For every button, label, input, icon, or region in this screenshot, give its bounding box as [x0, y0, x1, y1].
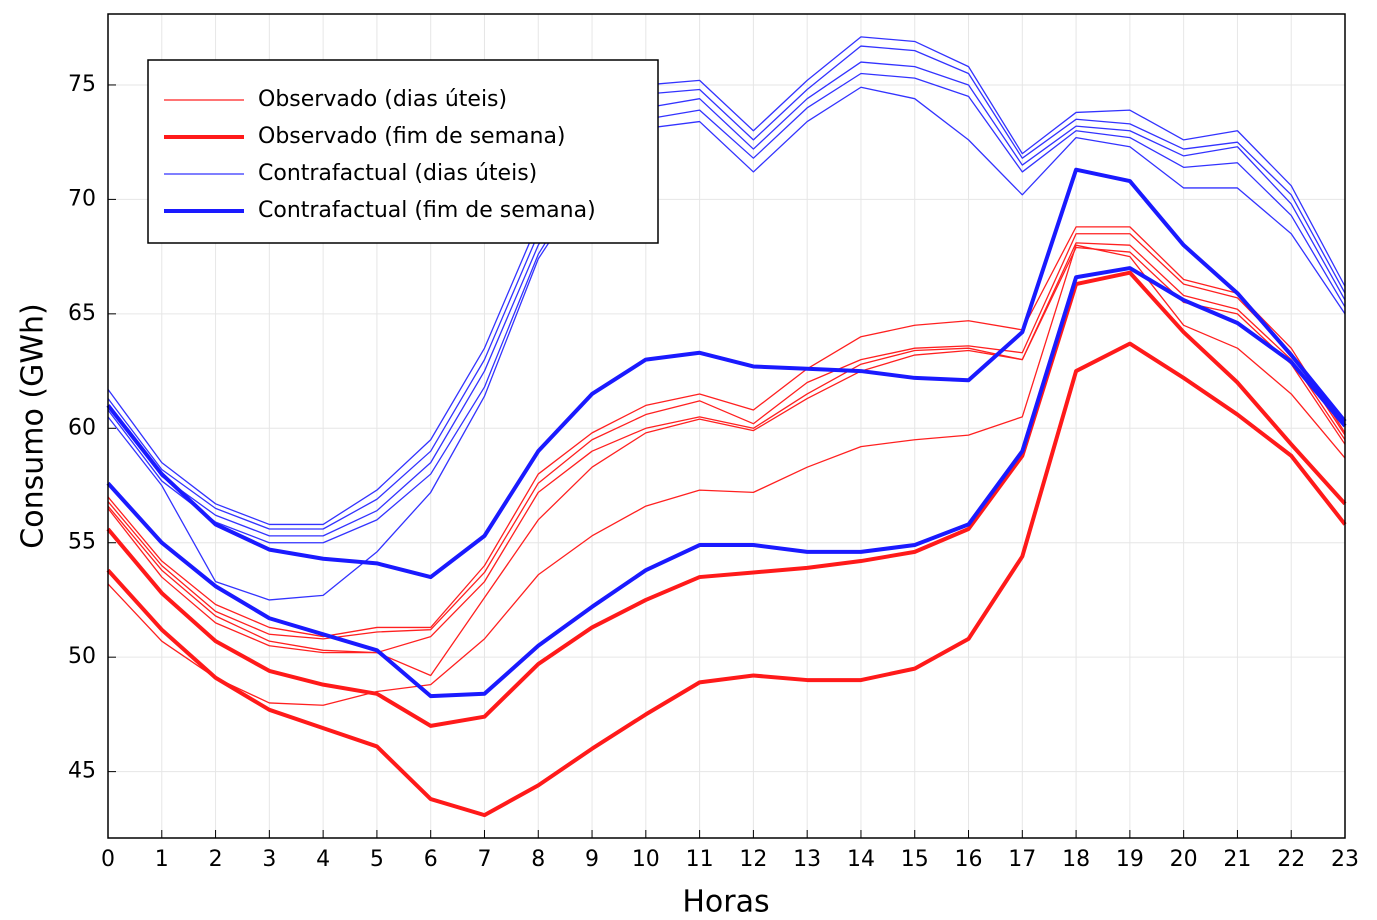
- series-line: [106, 270, 1347, 728]
- x-tick-label: 16: [955, 847, 983, 872]
- x-tick-label: 23: [1331, 847, 1359, 872]
- legend-label: Contrafactual (fim de semana): [258, 198, 596, 223]
- legend-label: Observado (fim de semana): [258, 124, 566, 149]
- series-line: [107, 246, 1346, 677]
- series-line: [107, 86, 1346, 601]
- x-tick-label: 17: [1008, 847, 1036, 872]
- y-axis-label: Consumo (GWh): [16, 303, 51, 548]
- x-tick-label: 12: [739, 847, 767, 872]
- series-line: [106, 341, 1347, 818]
- x-tick-label: 21: [1223, 847, 1251, 872]
- x-tick-label: 19: [1116, 847, 1144, 872]
- y-tick-label: 75: [68, 72, 96, 97]
- x-tick-label: 22: [1277, 847, 1305, 872]
- x-tick-label: 5: [370, 847, 384, 872]
- y-tick-label: 70: [68, 186, 96, 211]
- x-tick-label: 4: [316, 847, 330, 872]
- lines: [106, 36, 1347, 818]
- series-line: [107, 72, 1346, 544]
- x-tick-label: 14: [847, 847, 875, 872]
- x-tick-label: 1: [155, 847, 169, 872]
- y-tick-label: 45: [68, 759, 96, 784]
- x-tick-label: 3: [262, 847, 276, 872]
- plot-frame: [107, 13, 1346, 839]
- y-tick-label: 65: [68, 301, 96, 326]
- x-tick-label: 11: [686, 847, 714, 872]
- x-tick-label: 10: [632, 847, 660, 872]
- x-tick-label: 0: [101, 847, 115, 872]
- y-tick-label: 55: [68, 530, 96, 555]
- y-tick-label: 60: [68, 415, 96, 440]
- x-tick-label: 9: [585, 847, 599, 872]
- series-line: [107, 242, 1346, 654]
- series-line: [106, 167, 1347, 580]
- x-tick-label: 15: [901, 847, 929, 872]
- x-tick-label: 7: [477, 847, 491, 872]
- series-line: [107, 61, 1346, 537]
- series-line: [106, 266, 1347, 699]
- legend-label: Contrafactual (dias úteis): [258, 161, 537, 186]
- series-line: [107, 244, 1346, 706]
- series-line: [107, 36, 1346, 526]
- series-line: [107, 233, 1346, 640]
- legend: Observado (dias úteis) Observado (fim de …: [147, 59, 659, 244]
- legend-label: Observado (dias úteis): [258, 87, 507, 112]
- x-tick-label: 13: [793, 847, 821, 872]
- y-tick-label: 50: [68, 644, 96, 669]
- x-tick-label: 8: [531, 847, 545, 872]
- x-tick-label: 2: [209, 847, 223, 872]
- series-line: [107, 226, 1346, 638]
- x-tick-label: 6: [424, 847, 438, 872]
- x-tick-label: 18: [1062, 847, 1090, 872]
- x-axis-label: Horas: [682, 885, 769, 920]
- x-tick-label: 20: [1170, 847, 1198, 872]
- series-line: [107, 45, 1346, 530]
